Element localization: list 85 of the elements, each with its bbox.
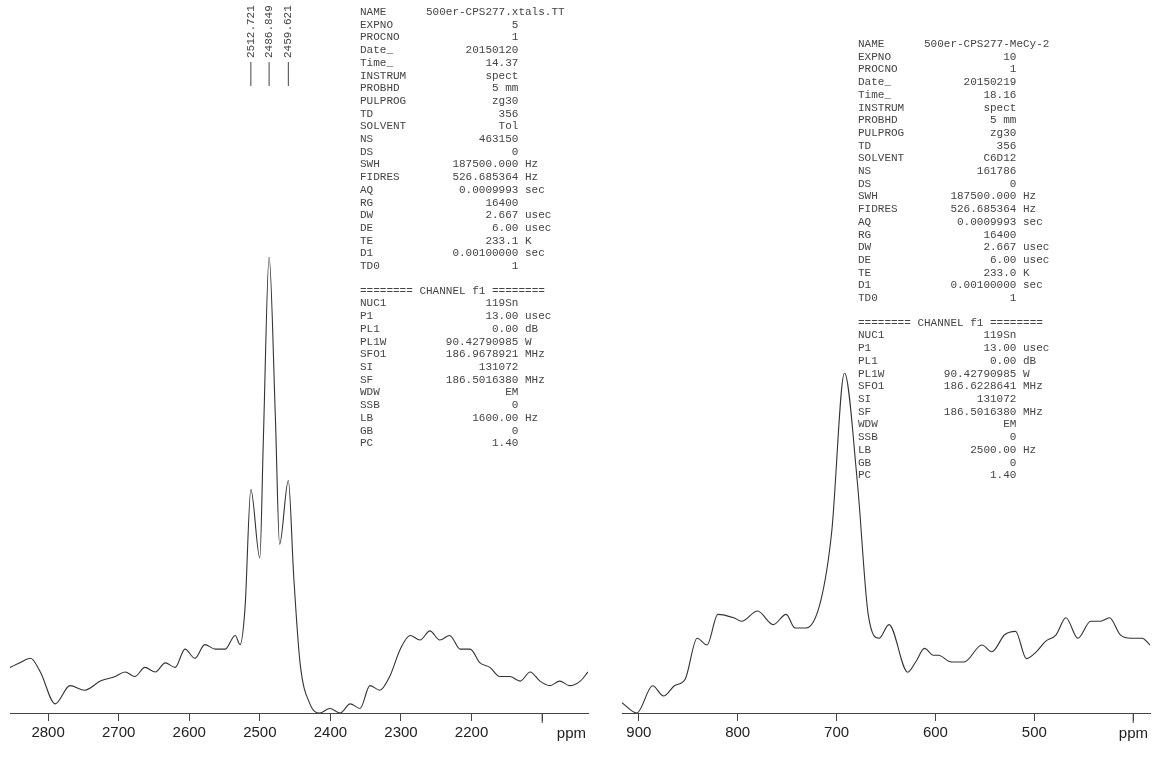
text: SSB 0	[360, 399, 519, 412]
text: Date_ 20150219	[858, 76, 1017, 89]
text: LB 2500.00 Hz	[858, 443, 1037, 456]
text: PC 1.40	[360, 437, 519, 450]
text: Date_ 20150120	[360, 44, 519, 57]
text: GB 0	[360, 424, 519, 437]
text: FIDRES 526.685364 Hz	[360, 171, 539, 184]
text: RG 16400	[360, 196, 519, 209]
x-tick-label: 2600	[172, 723, 206, 741]
x-tick-label: 600	[922, 723, 948, 741]
text: INSTRUM spect	[360, 69, 519, 82]
text: PL1 0.00 dB	[360, 322, 539, 335]
text: DE 6.00 usec	[360, 221, 552, 234]
text: SWH 187500.000 Hz	[858, 190, 1037, 203]
text: FIDRES 526.685364 Hz	[858, 203, 1037, 216]
annotation: 2486.849	[263, 5, 276, 58]
text: WDW EM	[858, 418, 1017, 431]
text: TE 233.1 K	[360, 234, 532, 247]
text: NS 463150	[360, 133, 519, 146]
text: P1 13.00 usec	[360, 310, 552, 323]
x-tick-label: 700	[824, 723, 850, 741]
text: NUC1 119Sn	[858, 329, 1017, 342]
text: PC 1.40	[858, 469, 1017, 482]
text: ======== CHANNEL f1 ========	[858, 316, 1044, 330]
text: LB 1600.00 Hz	[360, 411, 539, 424]
text: NAME 500er-CPS277-MeCy-2	[858, 38, 1050, 50]
text: TD 356	[858, 139, 1017, 152]
text: GB 0	[858, 456, 1017, 469]
x-tick-label: 800	[725, 723, 751, 741]
x-tick-label: 2800	[31, 723, 65, 741]
annotation: 2459.621	[282, 4, 295, 58]
text: TD 356	[360, 107, 519, 120]
text: NS 161786	[858, 165, 1017, 178]
text: SOLVENT Tol	[360, 120, 519, 133]
text: SSB 0	[858, 431, 1017, 444]
text: PL1W 90.42790985 W	[858, 367, 1030, 380]
text: DW 2.667 usec	[858, 241, 1050, 254]
text: SF 186.5016380 MHz	[858, 405, 1043, 418]
text: P1 13.00 usec	[858, 342, 1050, 355]
x-tick-label: 2500	[243, 723, 277, 741]
text: PULPROG zg30	[858, 126, 1017, 139]
text: NUC1 119Sn	[360, 297, 519, 310]
text: PROCNO 1	[858, 63, 1017, 76]
x-tick-label: 500	[1021, 723, 1047, 741]
text: SWH 187500.000 Hz	[360, 158, 539, 171]
text: AQ 0.0009993 sec	[858, 215, 1043, 228]
x-tick-label: 2400	[313, 723, 348, 741]
text: D1 0.00100000 sec	[360, 247, 545, 260]
text: Time_ 14.37	[360, 56, 519, 69]
x-tick-label: 2700	[102, 723, 136, 741]
text: DS 0	[360, 145, 519, 158]
text: PROBHD 5 mm	[360, 82, 519, 95]
text: SF 186.5016380 MHz	[360, 373, 545, 386]
text: DS 0	[858, 177, 1017, 190]
text: SI 131072	[360, 360, 519, 373]
text: PROCNO 1	[360, 31, 519, 44]
text: WDW EM	[360, 386, 519, 399]
x-axis-title: ppm	[556, 724, 586, 742]
text: SFO1 186.6228641 MHz	[858, 380, 1043, 393]
text: TE 233.0 K	[858, 266, 1030, 279]
text: INSTRUM spect	[858, 101, 1017, 114]
text: SI 131072	[858, 392, 1017, 405]
text: EXPNO 10	[858, 50, 1017, 63]
text: PL1W 90.42790985 W	[360, 335, 532, 348]
text: TD0 1	[858, 292, 1017, 305]
annotation: ======== CHANNEL f1 ========	[360, 284, 546, 298]
text: DW 2.667 usec	[360, 209, 552, 222]
x-tick-label: 900	[626, 723, 652, 741]
x-tick-label: 2200	[454, 723, 489, 741]
text: EXPNO 5	[360, 18, 519, 31]
text: PROBHD 5 mm	[858, 114, 1017, 127]
text: PL1 0.00 dB	[858, 354, 1037, 367]
text: RG 16400	[858, 228, 1017, 241]
text: PULPROG zg30	[360, 94, 519, 107]
text: Time_ 18.16	[858, 88, 1017, 101]
text: AQ 0.0009993 sec	[360, 183, 545, 196]
annotation: 2512.721	[244, 4, 257, 58]
text: SFO1 186.9678921 MHz	[360, 348, 545, 361]
x-axis-title: ppm	[1118, 724, 1148, 742]
x-tick-label: 2300	[384, 723, 418, 741]
text: DE 6.00 usec	[858, 253, 1050, 266]
text: NAME 500er-CPS277.xtals.TT	[360, 6, 565, 18]
text: D1 0.00100000 sec	[858, 279, 1043, 292]
text: TD0 1	[360, 260, 519, 273]
text: SOLVENT C6D12	[858, 152, 1017, 165]
